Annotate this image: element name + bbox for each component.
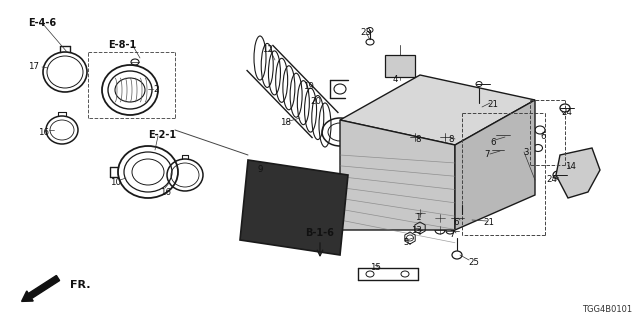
Text: 4: 4	[393, 75, 399, 84]
Polygon shape	[385, 55, 415, 77]
Text: 7: 7	[484, 150, 490, 159]
Text: 9: 9	[257, 165, 262, 174]
Polygon shape	[340, 75, 535, 145]
Text: 14: 14	[565, 162, 576, 171]
Text: 8: 8	[415, 135, 420, 144]
Text: 10: 10	[110, 178, 121, 187]
Text: 25: 25	[468, 258, 479, 267]
Text: B-1-6: B-1-6	[305, 228, 334, 238]
Text: 23: 23	[360, 28, 371, 37]
Polygon shape	[455, 100, 535, 230]
FancyArrow shape	[22, 276, 60, 301]
Text: 2: 2	[153, 85, 159, 94]
Text: 21: 21	[483, 218, 494, 227]
Text: 6: 6	[453, 218, 458, 227]
Text: 13: 13	[411, 226, 422, 235]
Text: 16: 16	[160, 188, 171, 197]
Text: 15: 15	[370, 263, 381, 272]
Text: 8: 8	[448, 135, 454, 144]
Text: 7: 7	[449, 230, 454, 239]
Text: 24: 24	[561, 108, 572, 117]
Text: E-4-6: E-4-6	[28, 18, 56, 28]
Text: 3: 3	[523, 148, 529, 157]
Text: TGG4B0101: TGG4B0101	[582, 305, 632, 314]
Polygon shape	[240, 160, 348, 255]
Text: FR.: FR.	[70, 280, 90, 290]
Text: 5: 5	[403, 238, 408, 247]
Text: 16: 16	[38, 128, 49, 137]
Polygon shape	[556, 148, 600, 198]
Text: 1: 1	[415, 213, 420, 222]
Text: 12: 12	[262, 45, 273, 54]
Text: 20: 20	[310, 97, 321, 106]
Text: 18: 18	[280, 118, 291, 127]
Text: 6: 6	[540, 132, 545, 141]
Text: 21: 21	[487, 100, 498, 109]
Text: 6: 6	[490, 138, 495, 147]
Text: E-2-1: E-2-1	[148, 130, 176, 140]
Text: E-8-1: E-8-1	[108, 40, 136, 50]
Text: 19: 19	[303, 82, 314, 91]
Text: 17: 17	[28, 62, 39, 71]
Text: 24: 24	[546, 175, 557, 184]
Polygon shape	[340, 120, 455, 230]
